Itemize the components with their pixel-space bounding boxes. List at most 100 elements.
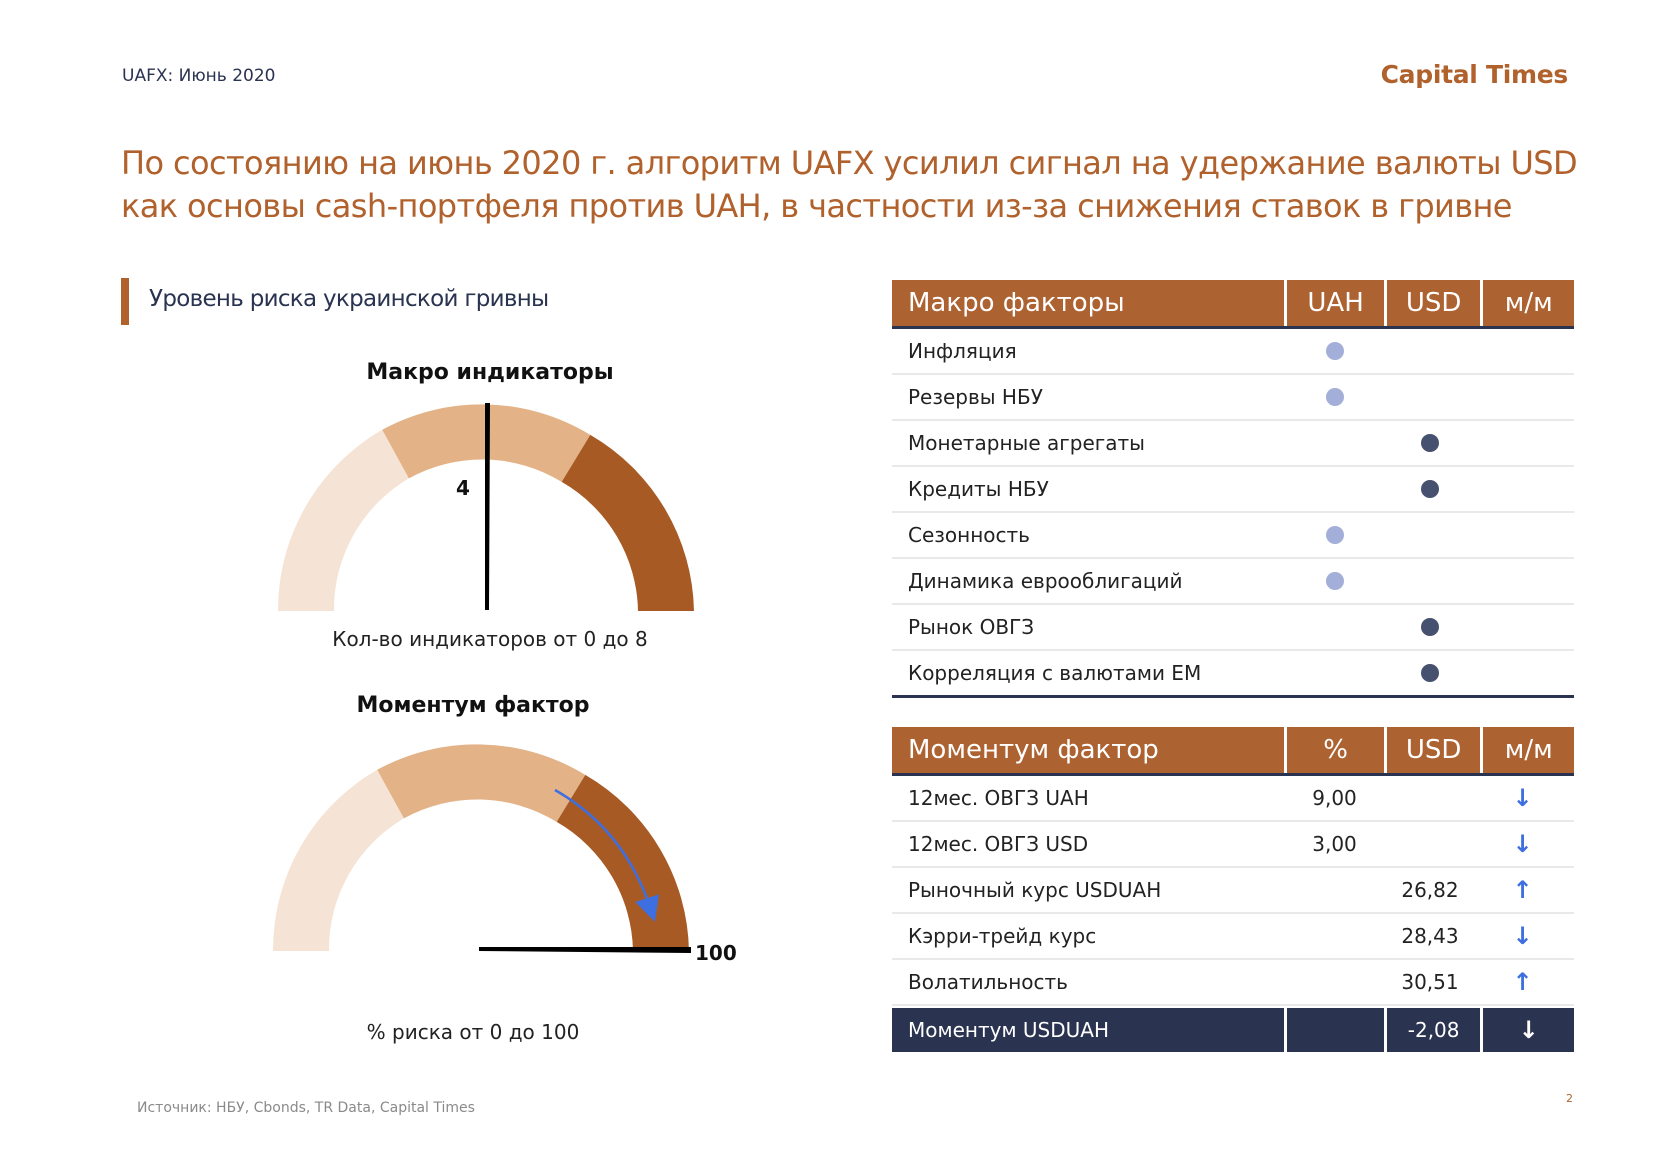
headline-line-2: как основы cash-портфеля против UAH, в ч…: [121, 187, 1513, 225]
gauge-momentum-trend-arrow: [554, 788, 660, 922]
row-label: Рынок ОВГЗ: [908, 615, 1035, 639]
momentum-total-row: Моментум USDUAH -2,08 ↓: [892, 1008, 1575, 1052]
gauge-macro-value: 4: [456, 476, 470, 500]
momentum-total-usd: -2,08: [1383, 1008, 1481, 1052]
gauge-momentum-caption: % риска от 0 до 100: [366, 1020, 580, 1044]
row-uah-cell: [1286, 329, 1383, 373]
row-label: Резервы НБУ: [908, 385, 1043, 409]
arrow-down-icon: ↓: [1518, 1016, 1539, 1044]
page-headline: По состоянию на июнь 2020 г. алгоритм UA…: [121, 142, 1578, 228]
momentum-header-mm: м/м: [1480, 727, 1575, 773]
gauge-macro-segment-high: [561, 434, 694, 611]
row-usd-cell: [1383, 375, 1477, 419]
row-uah-cell: [1286, 559, 1383, 603]
row-pct: [1286, 868, 1383, 912]
gauge-momentum-segment-low: [272, 769, 404, 951]
table-row: Резервы НБУ: [892, 375, 1574, 421]
row-label: Сезонность: [908, 523, 1030, 547]
row-label: 12мес. ОВГЗ UAH: [908, 786, 1089, 810]
momentum-header-pct: %: [1284, 727, 1384, 773]
macro-table-bottom-rule: [892, 695, 1574, 698]
signal-dot-usd-icon: [1421, 664, 1439, 682]
momentum-total-pct: [1284, 1008, 1384, 1052]
macro-header-usd: USD: [1383, 280, 1481, 326]
macro-header-factor: Макро факторы: [892, 280, 1285, 326]
table-row: 12мес. ОВГЗ UAH 9,00 ↓: [892, 776, 1574, 822]
row-usd-cell: [1383, 421, 1477, 465]
row-label: Волатильность: [908, 970, 1068, 994]
momentum-factors-table: Моментум фактор % USD м/м 12мес. ОВГЗ UA…: [892, 727, 1575, 1052]
row-uah-cell: [1286, 651, 1383, 695]
row-mm-cell: [1477, 375, 1568, 419]
arrow-up-icon: ↑: [1512, 968, 1533, 996]
row-uah-cell: [1286, 375, 1383, 419]
headline-line-1: По состоянию на июнь 2020 г. алгоритм UA…: [121, 144, 1578, 182]
row-label: Монетарные агрегаты: [908, 431, 1145, 455]
momentum-table-body: 12мес. ОВГЗ UAH 9,00 ↓ 12мес. ОВГЗ USD 3,00 ↓…: [892, 776, 1574, 1006]
row-mm-cell: [1477, 651, 1568, 695]
gauge-momentum-needle: [479, 947, 691, 953]
table-row: 12мес. ОВГЗ USD 3,00 ↓: [892, 822, 1574, 868]
row-uah-cell: [1286, 467, 1383, 511]
row-uah-cell: [1286, 513, 1383, 557]
arrow-up-icon: ↑: [1512, 876, 1533, 904]
row-usd: 28,43: [1401, 924, 1459, 948]
momentum-header-usd: USD: [1383, 727, 1481, 773]
table-row: Кредиты НБУ: [892, 467, 1574, 513]
row-pct: [1286, 914, 1383, 958]
row-mm-cell: [1477, 329, 1568, 373]
macro-header-mm: м/м: [1480, 280, 1575, 326]
row-mm-cell: ↓: [1477, 914, 1568, 958]
momentum-header-factor: Моментум фактор: [892, 727, 1285, 773]
macro-header-uah: UAH: [1284, 280, 1384, 326]
table-row: Сезонность: [892, 513, 1574, 559]
signal-dot-usd-icon: [1421, 434, 1439, 452]
arrow-down-icon: ↓: [1512, 830, 1533, 858]
signal-dot-uah-icon: [1325, 388, 1344, 406]
row-label: Динамика еврооблигаций: [908, 569, 1183, 593]
row-pct: [1286, 960, 1383, 1004]
table-row: Инфляция: [892, 329, 1574, 375]
signal-dot-uah-icon: [1325, 342, 1344, 360]
table-row: Динамика еврооблигаций: [892, 559, 1574, 605]
table-row: Волатильность 30,51 ↑: [892, 960, 1574, 1006]
row-label: Корреляция с валютами ЕМ: [908, 661, 1202, 685]
row-label: 12мес. ОВГЗ USD: [908, 832, 1089, 856]
table-row: Монетарные агрегаты: [892, 421, 1574, 467]
row-usd: [1383, 822, 1477, 866]
row-mm-cell: ↑: [1477, 868, 1568, 912]
arrow-down-icon: ↓: [1512, 784, 1533, 812]
row-label: Кредиты НБУ: [908, 477, 1049, 501]
row-usd: 26,82: [1401, 878, 1459, 902]
row-label: Рыночный курс USDUAH: [908, 878, 1162, 902]
momentum-table-header: Моментум фактор % USD м/м: [892, 727, 1575, 776]
row-uah-cell: [1286, 421, 1383, 465]
row-mm-cell: ↓: [1477, 822, 1568, 866]
gauge-momentum-value: 100: [695, 941, 737, 965]
gauge-macro: 4: [277, 403, 694, 611]
gauge-momentum-segment-mid: [377, 744, 586, 822]
gauge-macro-caption: Кол-во индикаторов от 0 до 8: [332, 627, 648, 651]
signal-dot-uah-icon: [1325, 526, 1344, 544]
row-mm-cell: [1477, 605, 1568, 649]
brand-logo: Capital Times: [1380, 60, 1569, 89]
row-usd: [1383, 776, 1477, 820]
gauge-momentum-segment-high: [556, 774, 689, 951]
row-pct: 3,00: [1312, 832, 1357, 856]
row-usd-cell: [1383, 605, 1477, 649]
gauge-macro-segment-low: [277, 429, 409, 611]
row-usd: 30,51: [1401, 970, 1459, 994]
row-mm-cell: ↑: [1477, 960, 1568, 1004]
arrow-down-icon: ↓: [1512, 922, 1533, 950]
row-uah-cell: [1286, 605, 1383, 649]
momentum-total-arrow-cell: ↓: [1480, 1008, 1575, 1052]
signal-dot-usd-icon: [1421, 618, 1439, 636]
macro-factors-table: Макро факторы UAH USD м/м Инфляция Резерв…: [892, 280, 1575, 698]
row-usd-cell: [1383, 559, 1477, 603]
gauge-macro-title: Макро индикаторы: [366, 360, 614, 385]
row-label: Инфляция: [908, 339, 1017, 363]
row-usd-cell: [1383, 513, 1477, 557]
row-usd-cell: [1383, 467, 1477, 511]
row-usd-cell: [1383, 651, 1477, 695]
table-row: Корреляция с валютами ЕМ: [892, 651, 1574, 697]
